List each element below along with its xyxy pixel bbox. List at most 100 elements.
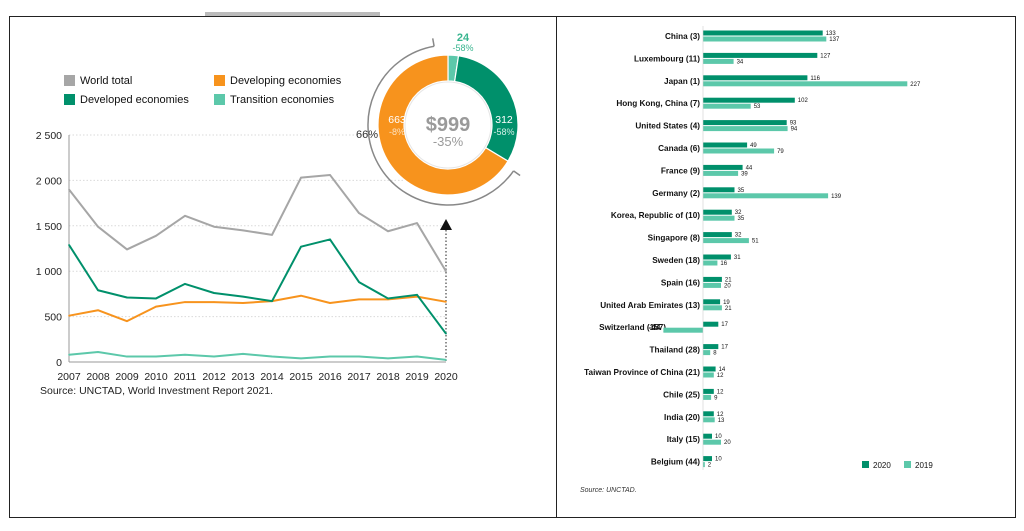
slice-value-label: 663 (388, 114, 406, 126)
bar (703, 30, 823, 36)
bar (703, 164, 743, 170)
category-label: China (3) (665, 32, 700, 41)
bar-value-label: 19 (723, 300, 730, 306)
bar-value-label: 34 (737, 59, 744, 65)
bar-value-label: 12 (717, 412, 724, 418)
bar-legend-swatch (904, 461, 911, 468)
category-label: Sweden (18) (652, 256, 700, 265)
x-tick-labels: 2007 2008 2009 2010 2011 2012 2013 2014 2015 2016… (57, 371, 458, 383)
legend: World total Developing economies Developed… (64, 75, 342, 106)
bar-value-label: 35 (738, 188, 745, 194)
data-point (184, 283, 186, 285)
data-point (329, 174, 331, 176)
data-point (445, 359, 447, 361)
y-tick-label: 1 500 (36, 221, 62, 233)
y-tick-label: 500 (44, 312, 62, 324)
bar (703, 276, 722, 282)
y-tick-label: 2 000 (36, 175, 62, 187)
bar-value-label: 12 (717, 373, 724, 379)
bar (703, 209, 732, 215)
bar (703, 254, 731, 260)
bar (703, 260, 718, 266)
data-point (329, 238, 331, 241)
data-point (213, 301, 215, 303)
data-point (416, 355, 418, 358)
data-point (126, 296, 128, 299)
bar-value-label: 13 (718, 418, 725, 424)
data-point (213, 355, 215, 358)
bar (703, 232, 732, 238)
x-tick-label: 2008 (86, 371, 110, 383)
bar (703, 394, 712, 400)
legend-label: Developing economies (230, 75, 342, 87)
bar-value-label: 133 (826, 31, 837, 37)
category-label: Belgium (44) (651, 458, 700, 467)
bar (703, 411, 714, 417)
data-point (97, 309, 99, 312)
x-tick-label: 2018 (376, 371, 400, 383)
category-label: Singapore (8) (648, 234, 701, 243)
category-label: Canada (6) (658, 144, 700, 153)
bar-value-label: 16 (720, 261, 727, 267)
share-bracket-tick (513, 170, 521, 177)
bar (703, 126, 788, 132)
category-label: Chile (25) (663, 390, 700, 399)
x-tick-label: 2013 (231, 371, 255, 383)
bar-value-label: 127 (820, 53, 831, 59)
data-point (300, 245, 302, 248)
bar (703, 52, 818, 58)
donut-center-change: -35% (433, 134, 464, 149)
y-tick-label: 2 500 (36, 130, 62, 142)
data-point (126, 248, 128, 251)
bar-value-label: 32 (735, 210, 742, 216)
bar-value-label: 17 (721, 322, 728, 328)
donut-hole (404, 81, 492, 169)
x-tick-label: 2011 (174, 371, 197, 383)
series-lines (68, 173, 447, 361)
bar-value-label: 2 (708, 463, 712, 469)
bar (703, 433, 712, 439)
data-point (445, 270, 447, 273)
share-bracket-tick (431, 38, 435, 47)
bar-value-label: 102 (798, 98, 809, 104)
bar-value-label: 21 (725, 277, 732, 283)
category-label: Germany (2) (652, 189, 700, 198)
bar (703, 120, 787, 126)
category-label: Hong Kong, China (7) (616, 99, 700, 108)
slice-change-label: -58% (452, 43, 473, 53)
data-point (271, 300, 273, 302)
data-point (68, 188, 70, 191)
data-point (242, 353, 244, 355)
bar (703, 366, 716, 372)
x-tick-label: 2020 (434, 371, 458, 383)
bar-value-label: 32 (735, 233, 742, 239)
bar-value-label: 20 (724, 283, 731, 289)
bar (703, 439, 721, 445)
bar-value-label: 21 (725, 306, 732, 312)
series-line (68, 173, 447, 272)
bar (703, 372, 714, 378)
category-label: Korea, Republic of (10) (611, 211, 700, 220)
bar-value-label: 9 (714, 395, 718, 401)
bar (703, 215, 735, 221)
x-tick-label: 2010 (144, 371, 168, 383)
x-tick-label: 2007 (57, 371, 81, 383)
x-tick-label: 2015 (289, 371, 313, 383)
left-source-note: Source: UNCTAD, World Investment Report … (40, 385, 273, 397)
category-label: France (9) (661, 166, 700, 175)
bar (703, 456, 712, 462)
bar (703, 170, 739, 176)
donut-center-value: $999 (426, 114, 471, 136)
legend-swatch (214, 94, 225, 105)
bar-value-label: 35 (738, 216, 745, 222)
data-point (126, 320, 128, 322)
bar (703, 282, 721, 288)
legend-swatch (214, 75, 225, 86)
category-label: India (20) (664, 413, 700, 422)
bar (703, 187, 735, 193)
bar (703, 193, 829, 199)
bar (703, 462, 705, 468)
bar-value-label: 94 (791, 127, 798, 133)
bar-value-label: 31 (734, 255, 741, 261)
bar-value-label: 10 (715, 434, 722, 440)
